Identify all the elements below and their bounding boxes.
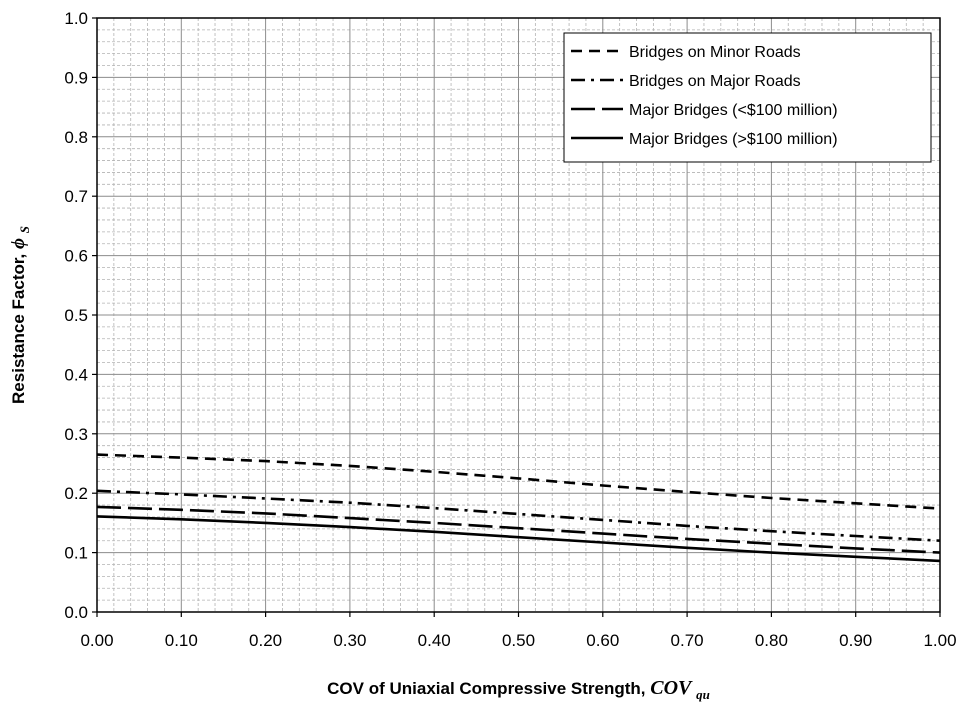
y-tick-labels: 0.0 0.1 0.2 0.3 0.4 0.5 0.6 0.7 0.8 0.9 1.0 [64,9,88,622]
y-tick-label: 0.6 [64,247,88,266]
y-tick-label: 1.0 [64,9,88,28]
x-tick-label: 0.80 [755,631,788,650]
x-tick-label: 0.90 [839,631,872,650]
x-tick-label: 0.50 [502,631,535,650]
x-axis-title: COV of Uniaxial Compressive Strength, CO… [327,677,710,702]
series-line-2 [96,489,941,542]
tick-marks [92,17,941,617]
x-tick-label: 0.60 [586,631,619,650]
x-tick-label: 0.20 [249,631,282,650]
legend-label-3: Major Bridges (<$100 million) [629,102,838,119]
x-tick-label: 0.30 [333,631,366,650]
y-tick-label: 0.2 [64,484,88,503]
x-tick-label: 1.00 [923,631,956,650]
legend-label-2: Bridges on Major Roads [629,73,801,90]
x-tick-label: 0.10 [165,631,198,650]
y-tick-label: 0.5 [64,306,88,325]
series-line-4 [96,515,941,563]
x-tick-labels: 0.00 0.10 0.20 0.30 0.40 0.50 0.60 0.70 0.80 0.90… [80,631,956,650]
y-tick-label: 0.1 [64,544,88,563]
legend: Bridges on Minor Roads Bridges on Major R… [563,32,932,163]
y-tick-label: 0.4 [64,365,88,384]
series-line-3 [96,505,941,554]
legend-box [563,32,932,163]
series-layer [96,453,941,563]
x-tick-label: 0.00 [80,631,113,650]
y-tick-label: 0.9 [64,68,88,87]
y-tick-label: 0.3 [64,425,88,444]
series-line-1 [96,453,941,510]
y-tick-label: 0.0 [64,603,88,622]
y-axis-title: Resistance Factor, ϕ S [8,226,32,404]
x-tick-label: 0.70 [671,631,704,650]
legend-label-4: Major Bridges (>$100 million) [629,131,838,148]
y-tick-label: 0.8 [64,128,88,147]
legend-label-1: Bridges on Minor Roads [629,44,801,61]
x-tick-label: 0.40 [418,631,451,650]
y-tick-label: 0.7 [64,187,88,206]
